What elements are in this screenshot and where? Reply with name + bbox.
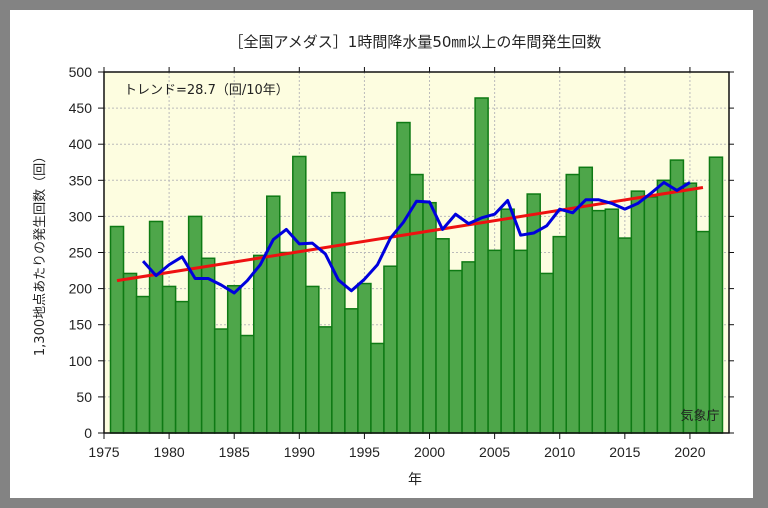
- bar-2015: [617, 237, 633, 434]
- y-tick-label: 500: [69, 64, 93, 80]
- bar-1976: [109, 225, 125, 434]
- bar-1998: [396, 121, 411, 434]
- bar-2000: [422, 201, 437, 434]
- y-tick-label: 450: [69, 100, 93, 116]
- x-tick-label: 1980: [154, 444, 185, 460]
- bar-2017: [643, 196, 659, 434]
- x-tick-label: 2010: [544, 444, 575, 460]
- y-tick-label: 400: [69, 136, 93, 152]
- axes: 0 50 100 150 200 250 300 350 400 450 500 1975 1980 19…: [69, 64, 734, 460]
- bar-1984: [213, 328, 229, 434]
- bar-1997: [383, 265, 398, 434]
- bar-1993: [331, 191, 346, 434]
- bar-2002: [448, 269, 463, 434]
- bar-2013: [591, 209, 607, 434]
- y-tick-label: 0: [84, 425, 92, 441]
- bar-1985: [226, 284, 242, 434]
- y-tick-label: 250: [69, 245, 93, 261]
- chart-title: ［全国アメダス］1時間降水量50㎜以上の年間発生回数: [229, 33, 602, 51]
- bar-2022: [708, 156, 724, 434]
- bar-1992: [318, 326, 333, 434]
- bar-1989: [279, 251, 294, 434]
- bar-1979: [148, 220, 164, 434]
- moving-average-line: [141, 180, 691, 295]
- x-tick-label: 1995: [349, 444, 380, 460]
- bar-2009: [539, 272, 554, 434]
- credit-label: 気象庁: [680, 408, 719, 424]
- bar-1994: [344, 308, 359, 434]
- bar-2004: [474, 97, 489, 434]
- bar-2007: [513, 249, 528, 434]
- bar-2014: [604, 208, 620, 434]
- bar-1991: [305, 285, 320, 434]
- bar-2016: [630, 190, 646, 434]
- x-tick-label: 1975: [88, 444, 119, 460]
- bar-1977: [122, 272, 138, 434]
- bar-2001: [435, 238, 450, 434]
- x-tick-label: 2015: [609, 444, 640, 460]
- bar-1980: [161, 285, 177, 434]
- x-tick-label: 2020: [674, 444, 705, 460]
- x-tick-label: 1990: [284, 444, 315, 460]
- x-tick-label: 1985: [219, 444, 250, 460]
- y-tick-label: 50: [76, 389, 92, 405]
- bar-1999: [409, 173, 424, 434]
- bar-1990: [292, 155, 307, 434]
- bar-2019: [669, 159, 685, 434]
- y-tick-label: 300: [69, 208, 93, 224]
- y-tick-label: 150: [69, 317, 93, 333]
- bar-1987: [252, 254, 268, 434]
- x-axis-label: 年: [408, 472, 422, 488]
- bar-2003: [461, 261, 476, 434]
- bar-1982: [187, 215, 203, 434]
- x-tick-label: 2005: [479, 444, 510, 460]
- bar-2010: [552, 235, 567, 434]
- bar-2021: [695, 230, 711, 434]
- y-tick-label: 200: [69, 281, 93, 297]
- bar-2006: [500, 208, 515, 434]
- bar-1988: [266, 195, 281, 434]
- bar-2005: [487, 249, 502, 434]
- x-tick-label: 2000: [414, 444, 445, 460]
- bar-1981: [174, 300, 190, 434]
- bar-2018: [656, 179, 672, 434]
- bar-2020: [682, 182, 698, 434]
- bar-1983: [200, 257, 216, 434]
- y-tick-label: 100: [69, 353, 93, 369]
- bar-1995: [357, 282, 372, 434]
- y-axis-label: 1,300地点あたりの発生回数（回）: [33, 150, 48, 356]
- trend-annotation: トレンド=28.7（回/10年）: [124, 83, 289, 98]
- bar-1986: [239, 334, 255, 434]
- bar-1996: [370, 342, 385, 434]
- y-tick-label: 350: [69, 172, 93, 188]
- bar-1978: [135, 295, 151, 434]
